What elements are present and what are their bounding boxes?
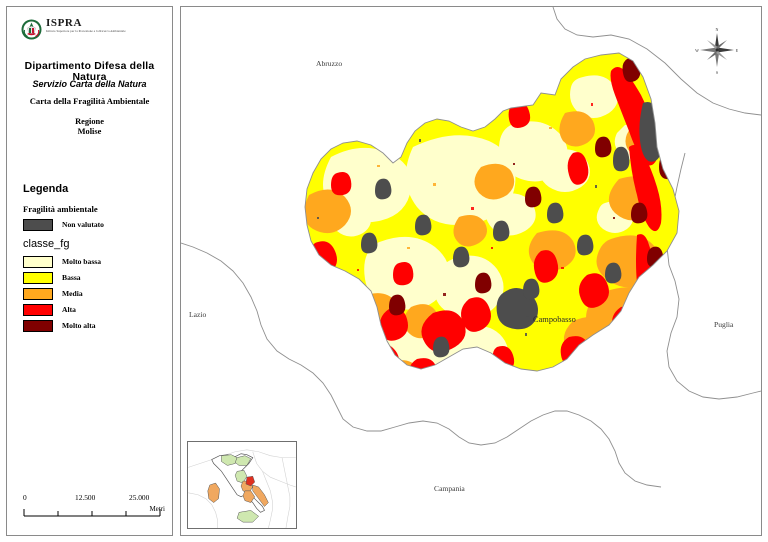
- region-label-puglia: Puglia: [714, 320, 734, 329]
- region-label-lazio: Lazio: [189, 310, 207, 319]
- inset-region-shapes: [207, 454, 269, 523]
- molise-fragility-map[interactable]: [181, 7, 761, 535]
- legend-swatch-class-4: [23, 319, 53, 332]
- legend-label-class-0: Molto bassa: [62, 257, 102, 266]
- sicily: [236, 510, 259, 523]
- department-title: Dipartimento Difesa della Natura: [24, 61, 155, 83]
- molise-outline: [304, 52, 680, 372]
- scale-tick-0: 0: [23, 493, 27, 502]
- legend-label-class-4: Molto alta: [62, 321, 96, 330]
- scale-tick-1: 12.500: [75, 493, 96, 502]
- legend-row-class-0: Molto bassa: [23, 255, 163, 268]
- ispra-logo: ISPRA Istituto Superiore per la Protezio…: [21, 17, 141, 43]
- region-label: Regione: [75, 117, 104, 126]
- legend-title: Legenda: [23, 183, 69, 195]
- compass-n-label: N: [716, 27, 719, 32]
- scale-bar-unit: Metri: [149, 505, 165, 513]
- legend-swatch-class-0: [23, 255, 53, 268]
- molise-highlight: [245, 475, 255, 487]
- legend-label-class-3: Alta: [62, 305, 76, 314]
- legend-swatch-class-1: [23, 271, 53, 284]
- italy-locator-svg: [188, 442, 296, 528]
- region-block: Regione Molise: [7, 117, 172, 137]
- legend-row-class-2: Media: [23, 287, 163, 300]
- ispra-logo-text: ISPRA Istituto Superiore per la Protezio…: [46, 17, 126, 34]
- legend-swatch-unevaluated: [23, 218, 53, 231]
- legend-label-class-2: Media: [62, 289, 83, 298]
- city-label-campobasso: Campobasso: [533, 315, 576, 324]
- legend-row-class-1: Bassa: [23, 271, 163, 284]
- ispra-subtitle: Istituto Superiore per la Protezione e l…: [46, 29, 126, 33]
- compass-rose-icon: N S W E: [695, 27, 739, 75]
- legend-swatch-class-2: [23, 287, 53, 300]
- neighbour-country-borders: [188, 449, 296, 528]
- map-subtitle: Carta della Fragilità Ambientale: [29, 96, 150, 106]
- region-label-campania: Campania: [434, 484, 465, 493]
- legend-swatch-class-3: [23, 303, 53, 316]
- legend-class-list: Molto bassa Bassa Media Alta Molto alta: [23, 255, 163, 332]
- legend-label-class-1: Bassa: [62, 273, 81, 282]
- legend-row-class-4: Molto alta: [23, 319, 163, 332]
- legend: Legenda Fragilità ambientale Non valutat…: [23, 183, 163, 335]
- legend-label-unevaluated: Non valutato: [62, 220, 104, 229]
- region-name: Molise: [77, 127, 102, 136]
- map-panel[interactable]: Abruzzo Lazio Puglia Campania Campobasso…: [180, 6, 762, 536]
- scale-tick-2: 25.000: [129, 493, 150, 502]
- ispra-emblem-icon: [21, 19, 42, 40]
- campobasso-marker[interactable]: [524, 316, 530, 322]
- compass-s-label: S: [716, 70, 718, 75]
- compass-w-label: W: [695, 48, 699, 53]
- sardinia: [207, 482, 220, 503]
- legend-row-unevaluated: Non valutato: [23, 218, 163, 231]
- region-label-abruzzo: Abruzzo: [316, 59, 343, 68]
- scale-bar: 0 12.500 25.000 Metri: [23, 493, 165, 522]
- compass-e-label: E: [736, 48, 739, 53]
- legend-row-class-3: Alta: [23, 303, 163, 316]
- inset-locator-map: [187, 441, 297, 529]
- scale-bar-numbers: 0 12.500 25.000: [23, 493, 163, 504]
- ispra-wordmark: ISPRA: [46, 17, 83, 29]
- info-panel: ISPRA Istituto Superiore per la Protezio…: [6, 6, 173, 536]
- legend-group-label: Fragilità ambientale: [23, 204, 98, 214]
- legend-field-label: classe_fg: [23, 238, 70, 250]
- scale-bar-graphic: [23, 509, 161, 517]
- service-title: Servizio Carta della Natura: [32, 79, 147, 89]
